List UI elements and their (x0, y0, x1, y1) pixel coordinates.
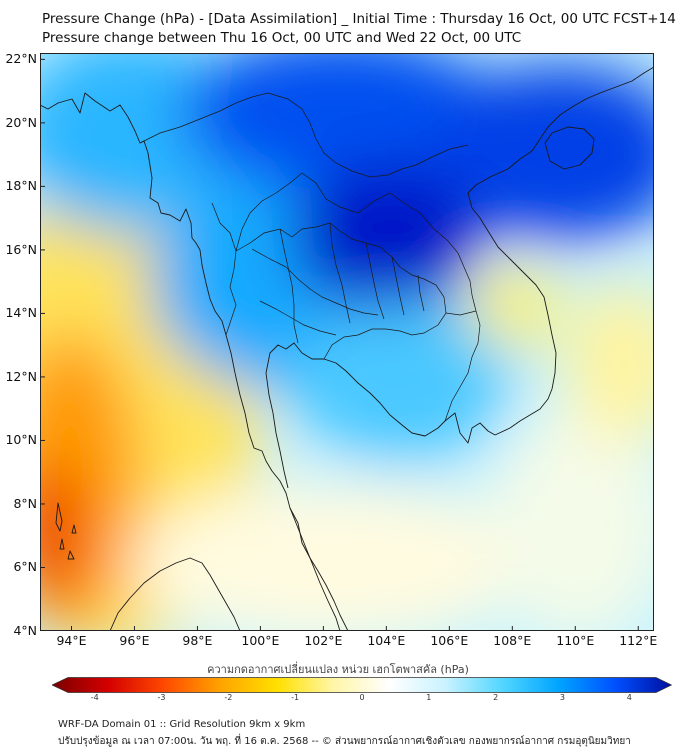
lon-tick-label: 100°E (241, 633, 280, 648)
coastline-malay-peninsula (289, 507, 341, 631)
colorbar-tick-label: 4 (626, 693, 632, 702)
lat-tick-label: 22°N (5, 51, 37, 67)
lat-tick-label: 14°N (5, 305, 37, 321)
field-red-core (40, 463, 78, 603)
lat-tick-label: 10°N (5, 432, 37, 448)
colorbar-tick-label: 0 (359, 693, 365, 702)
island-nicobar (67, 524, 77, 560)
field-pale-sea (490, 403, 654, 631)
lon-tick-label: 108°E (493, 633, 532, 648)
coastline-vietnam (467, 66, 654, 436)
island-andaman (55, 502, 65, 550)
colorbar-tick-label: 2 (493, 693, 499, 702)
chart-title: Pressure Change (hPa) - [Data Assimilati… (42, 11, 676, 27)
lat-tick-label: 8°N (13, 495, 37, 511)
field-blue-northeast (430, 63, 654, 243)
coastline-gulf-thailand (265, 342, 496, 489)
lon-tick-label: 112°E (619, 633, 658, 648)
lon-tick-label: 104°E (367, 633, 406, 648)
lat-tick-label: 16°N (5, 241, 37, 257)
pressure-change-map (40, 53, 654, 631)
colorbar-tick-label: 3 (559, 693, 565, 702)
lat-tick-label: 6°N (13, 559, 37, 575)
lon-tick-label: 96°E (119, 633, 150, 648)
colorbar-body (52, 677, 672, 693)
colorbar-label: ความกดอากาศเปลี่ยนแปลง หน่วย เฮกโตพาสคัล… (207, 663, 469, 676)
border-cambodia-vietnam (444, 310, 481, 422)
lat-tick-label: 12°N (5, 368, 37, 384)
field-cyan-gulf (290, 303, 510, 463)
colorbar-tick-label: -1 (291, 693, 300, 702)
colorbar-tick-label: -3 (157, 693, 166, 702)
border-myanmar-thailand (211, 202, 237, 336)
lon-tick-label: 106°E (430, 633, 469, 648)
border-laos-vietnam (301, 172, 477, 312)
footer-model-info: WRF-DA Domain 01 :: Grid Resolution 9km … (58, 719, 306, 730)
colorbar-tick-label: 1 (426, 693, 432, 702)
lat-tick-label: 4°N (13, 623, 37, 638)
field-blue-core (290, 163, 480, 313)
border-thailand-cambodia (323, 310, 477, 360)
lon-tick-label: 98°E (182, 633, 213, 648)
lon-tick-label: 102°E (304, 633, 343, 648)
map-frame (40, 53, 654, 631)
chart-subtitle: Pressure change between Thu 16 Oct, 00 U… (42, 30, 522, 46)
border-laos-myanmar (235, 172, 303, 252)
border-china-north (139, 92, 469, 178)
coastline-mainland-west (40, 92, 349, 631)
lon-tick-label: 94°E (56, 633, 87, 648)
footer-update-info: ปรับปรุงข้อมูล ณ เวลา 07:00น. วัน พฤ. ที… (58, 736, 631, 747)
field-yellow-far-east (565, 283, 654, 443)
lon-tick-label: 110°E (556, 633, 595, 648)
lat-tick-label: 18°N (5, 178, 37, 194)
lat-tick-label: 20°N (5, 114, 37, 130)
field-blue-north (180, 53, 500, 193)
coastline-hainan (544, 126, 595, 170)
colorbar (52, 677, 672, 693)
colorbar-tick-label: -2 (224, 693, 233, 702)
field-pale-south (130, 483, 530, 631)
internal-provinces (251, 222, 425, 344)
colorbar-tick-label: -4 (90, 693, 99, 702)
coastline-sumatra (109, 557, 241, 631)
